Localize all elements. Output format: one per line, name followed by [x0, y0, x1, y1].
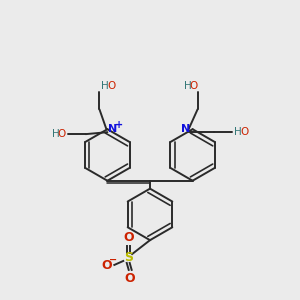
- Text: O: O: [123, 231, 134, 244]
- Text: O: O: [125, 272, 136, 285]
- Text: N: N: [108, 124, 118, 134]
- Text: O: O: [107, 81, 116, 91]
- Text: H: H: [52, 129, 60, 139]
- Text: O: O: [240, 127, 248, 137]
- Text: S: S: [124, 251, 133, 265]
- Text: −: −: [109, 255, 117, 265]
- Text: +: +: [115, 120, 123, 130]
- Text: H: H: [184, 81, 191, 91]
- Text: H: H: [101, 81, 109, 91]
- Text: H: H: [234, 127, 242, 137]
- Text: O: O: [101, 260, 112, 272]
- Text: O: O: [190, 81, 198, 91]
- Text: O: O: [58, 129, 66, 139]
- Text: N: N: [181, 124, 190, 134]
